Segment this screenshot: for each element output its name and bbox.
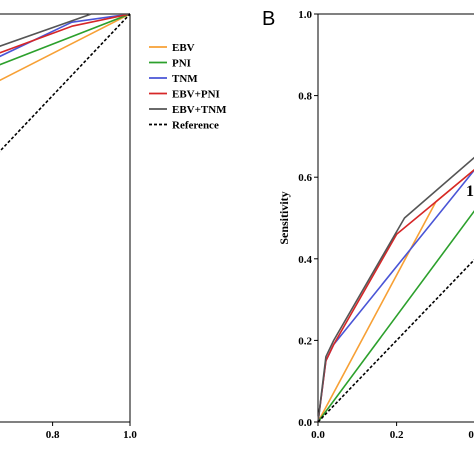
panel-a-series-ebv <box>0 13 131 82</box>
legend-label-ebv-tnm: EBV+TNM <box>172 104 227 116</box>
panel-a-series-ebv-pni <box>0 13 131 54</box>
legend: EBV PNI TNM EBV+PNI EBV+TNM Reference <box>149 42 227 132</box>
panel-b-y-tick-label: 1.0 <box>298 9 312 21</box>
panel-b-y-tick-label: 0.6 <box>298 172 312 184</box>
panel-b-series-ebv-pni <box>317 168 474 423</box>
panel-b-chart: B 0.0 0.2 0.4 0.6 0.8 1.0 0.0 0.2 0.4 Sensitivity… <box>262 8 474 441</box>
panel-b-y-tick-label: 0.8 <box>298 91 312 103</box>
legend-label-ebv: EBV <box>172 42 195 54</box>
panel-a-x-tick-label: 0.8 <box>46 429 60 441</box>
legend-label-ebv-pni: EBV+PNI <box>172 89 220 101</box>
panel-b-x-tick-label: 0.4 <box>468 429 474 441</box>
panel-b-series-reference <box>317 258 474 423</box>
panel-a-series-reference <box>0 13 131 153</box>
panel-b-y-axis-title: Sensitivity <box>277 191 291 244</box>
panel-b-y-tick-label: 0.2 <box>298 335 312 347</box>
panel-b-y-tick-label: 0.4 <box>298 254 312 266</box>
panel-a-series-pni <box>0 13 131 66</box>
panel-b-x-tick-label: 0.0 <box>311 429 325 441</box>
legend-label-tnm: TNM <box>172 73 198 85</box>
legend-label-reference: Reference <box>172 120 219 132</box>
panel-a-series-tnm <box>0 13 131 58</box>
panel-b-series-pni <box>317 210 474 423</box>
panel-b-label: B <box>262 8 275 30</box>
panel-b-x-tick-label: 0.2 <box>390 429 404 441</box>
panel-b-x-axis-title-fragment: 1 <box>466 183 474 200</box>
legend-label-pni: PNI <box>172 58 191 70</box>
panel-b-y-tick-label: 0.0 <box>298 417 312 429</box>
panel-a-chart: 0.8 1.0 <box>0 13 137 441</box>
panel-a-x-tick-label: 1.0 <box>123 429 137 441</box>
panel-b-series-tnm <box>317 169 474 423</box>
panel-a-series-ebv-tnm <box>0 13 130 47</box>
panel-b-series-ebv-tnm <box>317 156 474 423</box>
panel-b-series-ebv <box>317 168 474 423</box>
